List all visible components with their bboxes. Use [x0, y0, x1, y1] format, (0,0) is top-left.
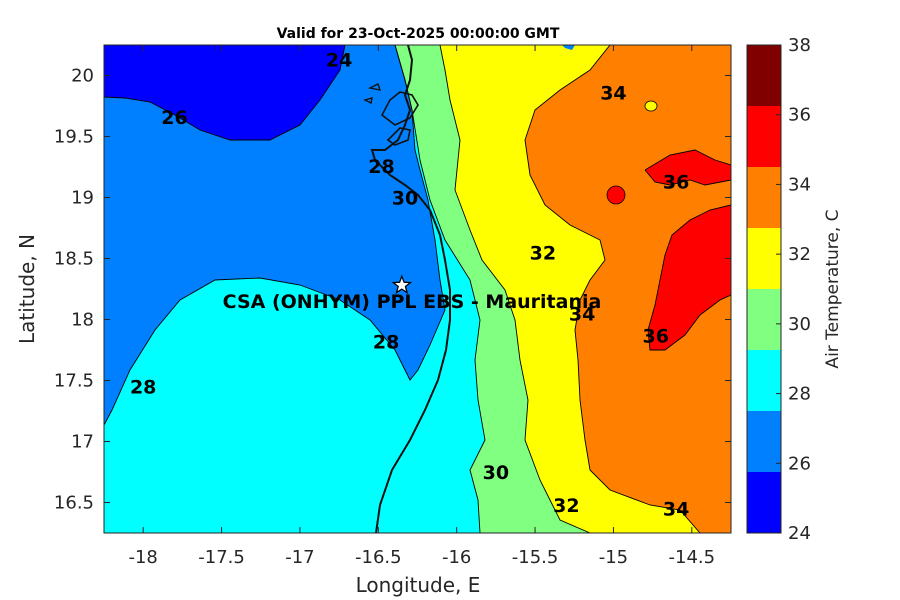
- contour-labels: 24 26 28 30 32 34 36 28 28 34 36 30 32 34: [130, 50, 689, 521]
- colorbar-tick-label: 30: [788, 314, 811, 335]
- y-tick-label: 18.5: [54, 249, 94, 270]
- band-24-26: [104, 45, 345, 140]
- coastline-island-1: [380, 91, 419, 126]
- contour-line-34-36-south: [647, 204, 731, 351]
- band-34-36-top: [640, 45, 731, 70]
- colorbar-swatch: [747, 106, 781, 167]
- contour-line-32-34: [524, 45, 701, 533]
- y-tick-label: 16.5: [54, 493, 94, 514]
- y-tick-label: 19: [71, 188, 94, 209]
- contour-fill: [104, 45, 731, 533]
- contour-line-26-28: [104, 45, 446, 426]
- contour-label: 26: [161, 107, 187, 129]
- x-tick-label: -16: [442, 547, 471, 568]
- colorbar-tick-label: 28: [788, 384, 811, 405]
- x-tick-label: -15.5: [512, 547, 559, 568]
- colorbar-swatch: [747, 472, 781, 533]
- band-36-38-spot: [606, 185, 626, 205]
- y-tick-label: 17: [71, 432, 94, 453]
- plot-axes-box: [103, 44, 732, 534]
- band-32-34-spot: [644, 100, 658, 112]
- colorbar-tick-label: 36: [788, 105, 811, 126]
- contour-line-24-26: [104, 45, 346, 141]
- colorbar-swatch: [747, 350, 781, 411]
- colorbar-swatch: [747, 45, 781, 106]
- colorbar-swatch: [747, 411, 781, 472]
- band-26-28: [104, 45, 445, 425]
- colorbar-swatch: [747, 167, 781, 228]
- colorbar-tick-label: 38: [788, 35, 811, 56]
- y-tick-label: 20: [71, 66, 94, 87]
- x-tick-label: -17.5: [198, 547, 245, 568]
- band-small-top: [562, 45, 575, 50]
- y-tick-label: 19.5: [54, 127, 94, 148]
- contour-lines: [104, 45, 731, 533]
- contour-label: 30: [392, 188, 418, 210]
- contour-label: 32: [553, 495, 579, 517]
- contour-label: 36: [643, 325, 669, 347]
- y-axis: 16.5 17 17.5 18 18.5 19 19.5 20: [54, 66, 731, 514]
- contour-line-34-36-north: [644, 149, 731, 186]
- contour-label: 30: [483, 462, 509, 484]
- y-tick-label: 18: [71, 310, 94, 331]
- y-axis-label: Latitude, N: [15, 234, 39, 344]
- colorbar-tick-label: 26: [788, 453, 811, 474]
- x-tick-label: -18: [128, 547, 157, 568]
- contour-line-30-32: [439, 45, 591, 533]
- band-36-38-north: [645, 150, 731, 185]
- colorbar-tick-label: 32: [788, 244, 811, 265]
- contour-label: 34: [569, 303, 595, 325]
- contour-label: 34: [663, 499, 689, 521]
- colorbar: 24 26 28 30 32 34 36 38: [746, 35, 811, 544]
- contour-label: 32: [530, 242, 556, 264]
- y-tick-label: 17.5: [54, 371, 94, 392]
- x-tick-label: -16.5: [355, 547, 402, 568]
- colorbar-tick-label: 24: [788, 523, 811, 544]
- coastline: [363, 45, 451, 533]
- colorbar-frame: [746, 44, 782, 534]
- x-tick-label: -17: [285, 547, 314, 568]
- contour-label: 28: [368, 156, 394, 178]
- coastline-islets: [363, 83, 382, 105]
- x-tick-label: -15: [599, 547, 628, 568]
- colorbar-swatch: [747, 228, 781, 289]
- site-label: CSA (ONHYM) PPL EBS - Mauritania: [223, 291, 602, 313]
- contour-label: 36: [663, 172, 689, 194]
- contour-label: 28: [130, 377, 156, 399]
- coastline-island-2: [386, 127, 411, 146]
- x-axis: -18 -17.5 -17 -16.5 -16 -15.5 -15 -14.5: [128, 45, 715, 568]
- x-axis-label: Longitude, E: [356, 573, 481, 597]
- band-36-38-south: [648, 205, 731, 350]
- contour-label: 34: [600, 83, 626, 105]
- contour-label: 28: [373, 331, 399, 353]
- colorbar-tick-label: 34: [788, 174, 811, 195]
- colorbar-swatch: [747, 289, 781, 350]
- colorbar-label: Air Temperature, C: [823, 209, 843, 368]
- x-tick-label: -14.5: [669, 547, 716, 568]
- contour-label: 24: [326, 50, 352, 72]
- map-title: Valid for 23-Oct-2025 00:00:00 GMT: [277, 26, 560, 42]
- contour-line-28-30: [394, 45, 486, 533]
- coastline-main: [370, 45, 451, 533]
- site-star-icon: [391, 274, 413, 295]
